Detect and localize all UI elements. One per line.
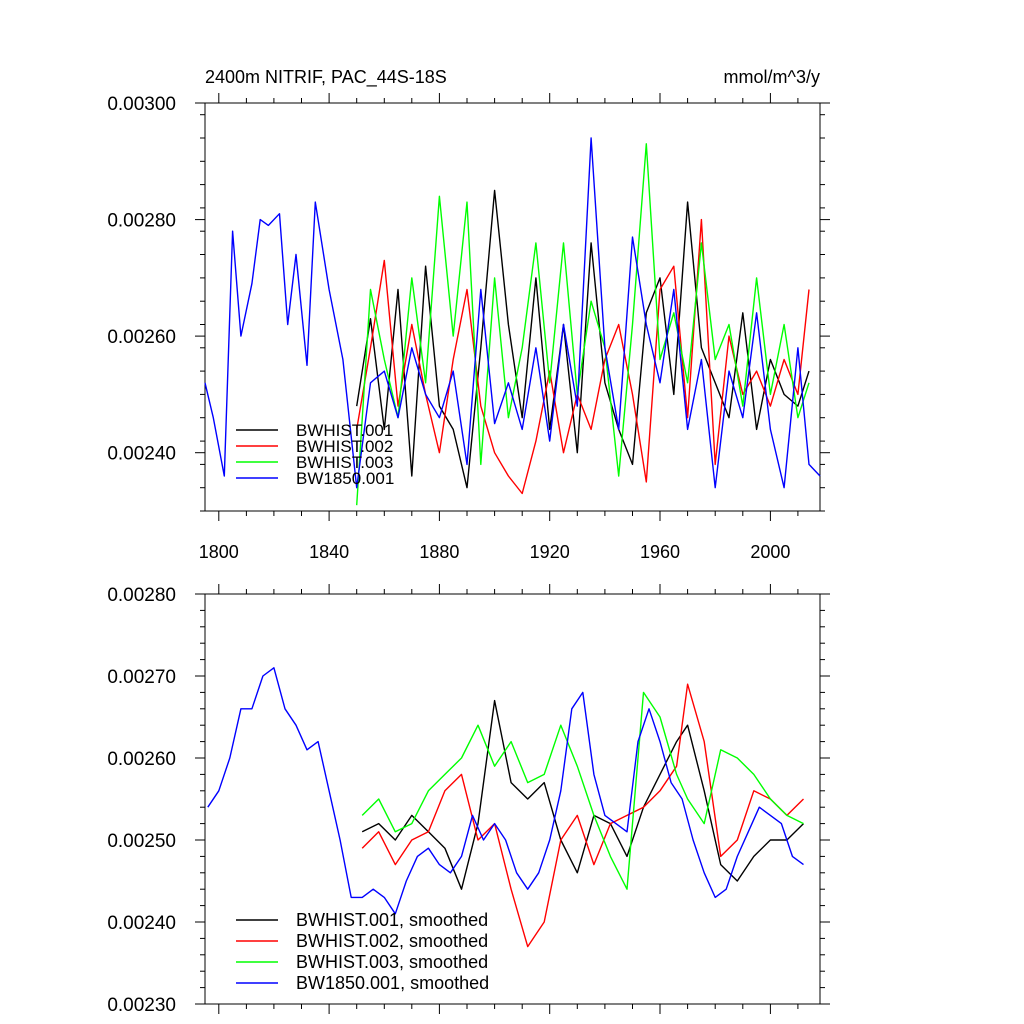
bottom-axes: 0.00230 0.00240 0.00250 0.00260 0.00270 0.002… (107, 584, 830, 1016)
legend-label-1: BWHIST.001, smoothed (296, 910, 488, 930)
series-line-2 (361, 683, 804, 948)
x-tick-label: 1880 (419, 542, 459, 562)
legend-label-1: BWHIST.001 (296, 421, 393, 440)
bottom-panel: 0.00230 0.00240 0.00250 0.00260 0.00270 0.002… (107, 584, 830, 1016)
series-line-1 (361, 699, 804, 890)
x-tick-label: 1800 (199, 542, 239, 562)
y-tick-label: 0.00240 (107, 444, 176, 465)
x-tick-label: 1840 (309, 542, 349, 562)
legend-label-2: BWHIST.002, smoothed (296, 931, 488, 951)
legend-label-4: BW1850.001, smoothed (296, 973, 489, 993)
y-tick-label: 0.00300 (107, 94, 176, 115)
y-tick-label: 0.00230 (107, 995, 176, 1016)
bottom-plot-frame (204, 593, 821, 1005)
top-series-lines (204, 137, 821, 506)
series-line-3 (356, 143, 810, 506)
legend-label-2: BWHIST.002 (296, 437, 393, 456)
top-title-right: mmol/m^3/y (724, 67, 820, 87)
top-panel: 2400m NITRIF, PAC_44S-18S mmol/m^3/y 180… (107, 67, 830, 562)
series-line-4 (207, 667, 804, 915)
y-tick-label: 0.00280 (107, 585, 176, 606)
y-tick-label: 0.00280 (107, 211, 176, 232)
series-line-4 (204, 137, 821, 489)
legend-label-4: BW1850.001 (296, 469, 394, 488)
legend-label-3: BWHIST.003, smoothed (296, 952, 488, 972)
y-tick-label: 0.00240 (107, 913, 176, 934)
top-plot-frame (204, 102, 821, 512)
bottom-series-lines (207, 667, 804, 948)
top-axes: 1800 1840 1880 1920 1960 2000 0.00240 0.00260 0.… (107, 93, 830, 562)
y-tick-label: 0.00250 (107, 831, 176, 852)
x-tick-label: 1960 (640, 542, 680, 562)
x-tick-label: 2000 (750, 542, 790, 562)
series-line-3 (361, 691, 804, 890)
top-title-left: 2400m NITRIF, PAC_44S-18S (205, 67, 447, 88)
y-tick-label: 0.00270 (107, 667, 176, 688)
series-line-1 (356, 189, 810, 489)
y-tick-label: 0.00260 (107, 749, 176, 770)
legend-label-3: BWHIST.003 (296, 453, 393, 472)
x-tick-label: 1920 (530, 542, 570, 562)
y-tick-label: 0.00260 (107, 327, 176, 348)
